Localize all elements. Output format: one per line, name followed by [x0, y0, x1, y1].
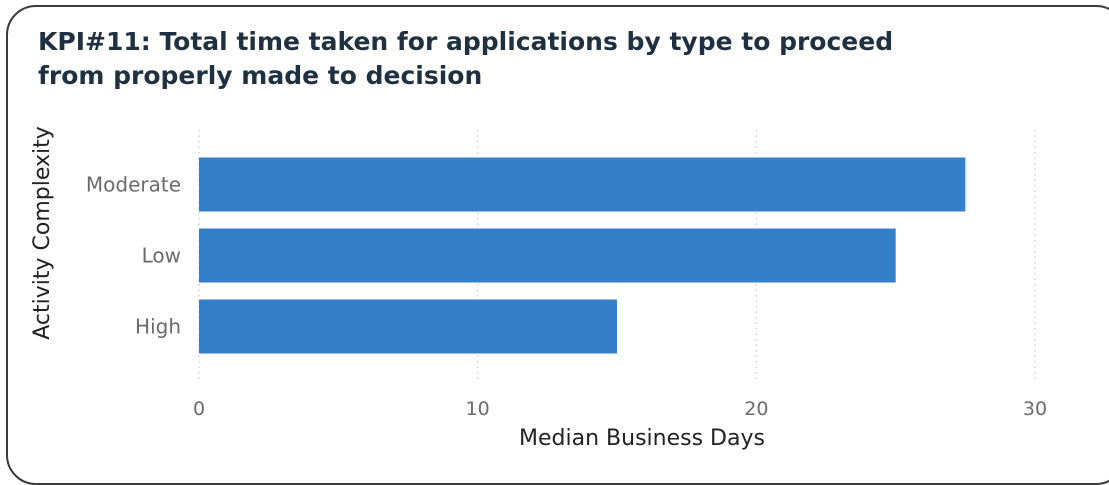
x-tick-label: 20 — [744, 398, 768, 420]
category-label: Low — [142, 244, 181, 268]
x-tick-label: 30 — [1023, 398, 1047, 420]
chart-title: KPI#11: Total time taken for application… — [38, 25, 938, 93]
category-label: Moderate — [86, 173, 181, 197]
bar-high[interactable] — [199, 299, 617, 354]
category-label: High — [135, 315, 181, 339]
title-text: Total time taken for applications by typ… — [38, 27, 894, 90]
category-labels: Moderate Low High — [86, 173, 181, 339]
bar-low[interactable] — [199, 228, 896, 283]
bar-chart: Moderate Low High 0 10 20 30 Median Business … — [30, 126, 1047, 451]
bar-moderate[interactable] — [199, 157, 966, 212]
x-tick-label: 0 — [193, 398, 205, 420]
x-tick-labels: 0 10 20 30 — [193, 398, 1047, 420]
y-axis-title: Activity Complexity — [30, 126, 55, 340]
kpi-label: KPI#11: — [38, 27, 151, 56]
x-axis-title: Median Business Days — [519, 426, 765, 451]
x-tick-label: 10 — [466, 398, 490, 420]
bars — [199, 157, 966, 354]
